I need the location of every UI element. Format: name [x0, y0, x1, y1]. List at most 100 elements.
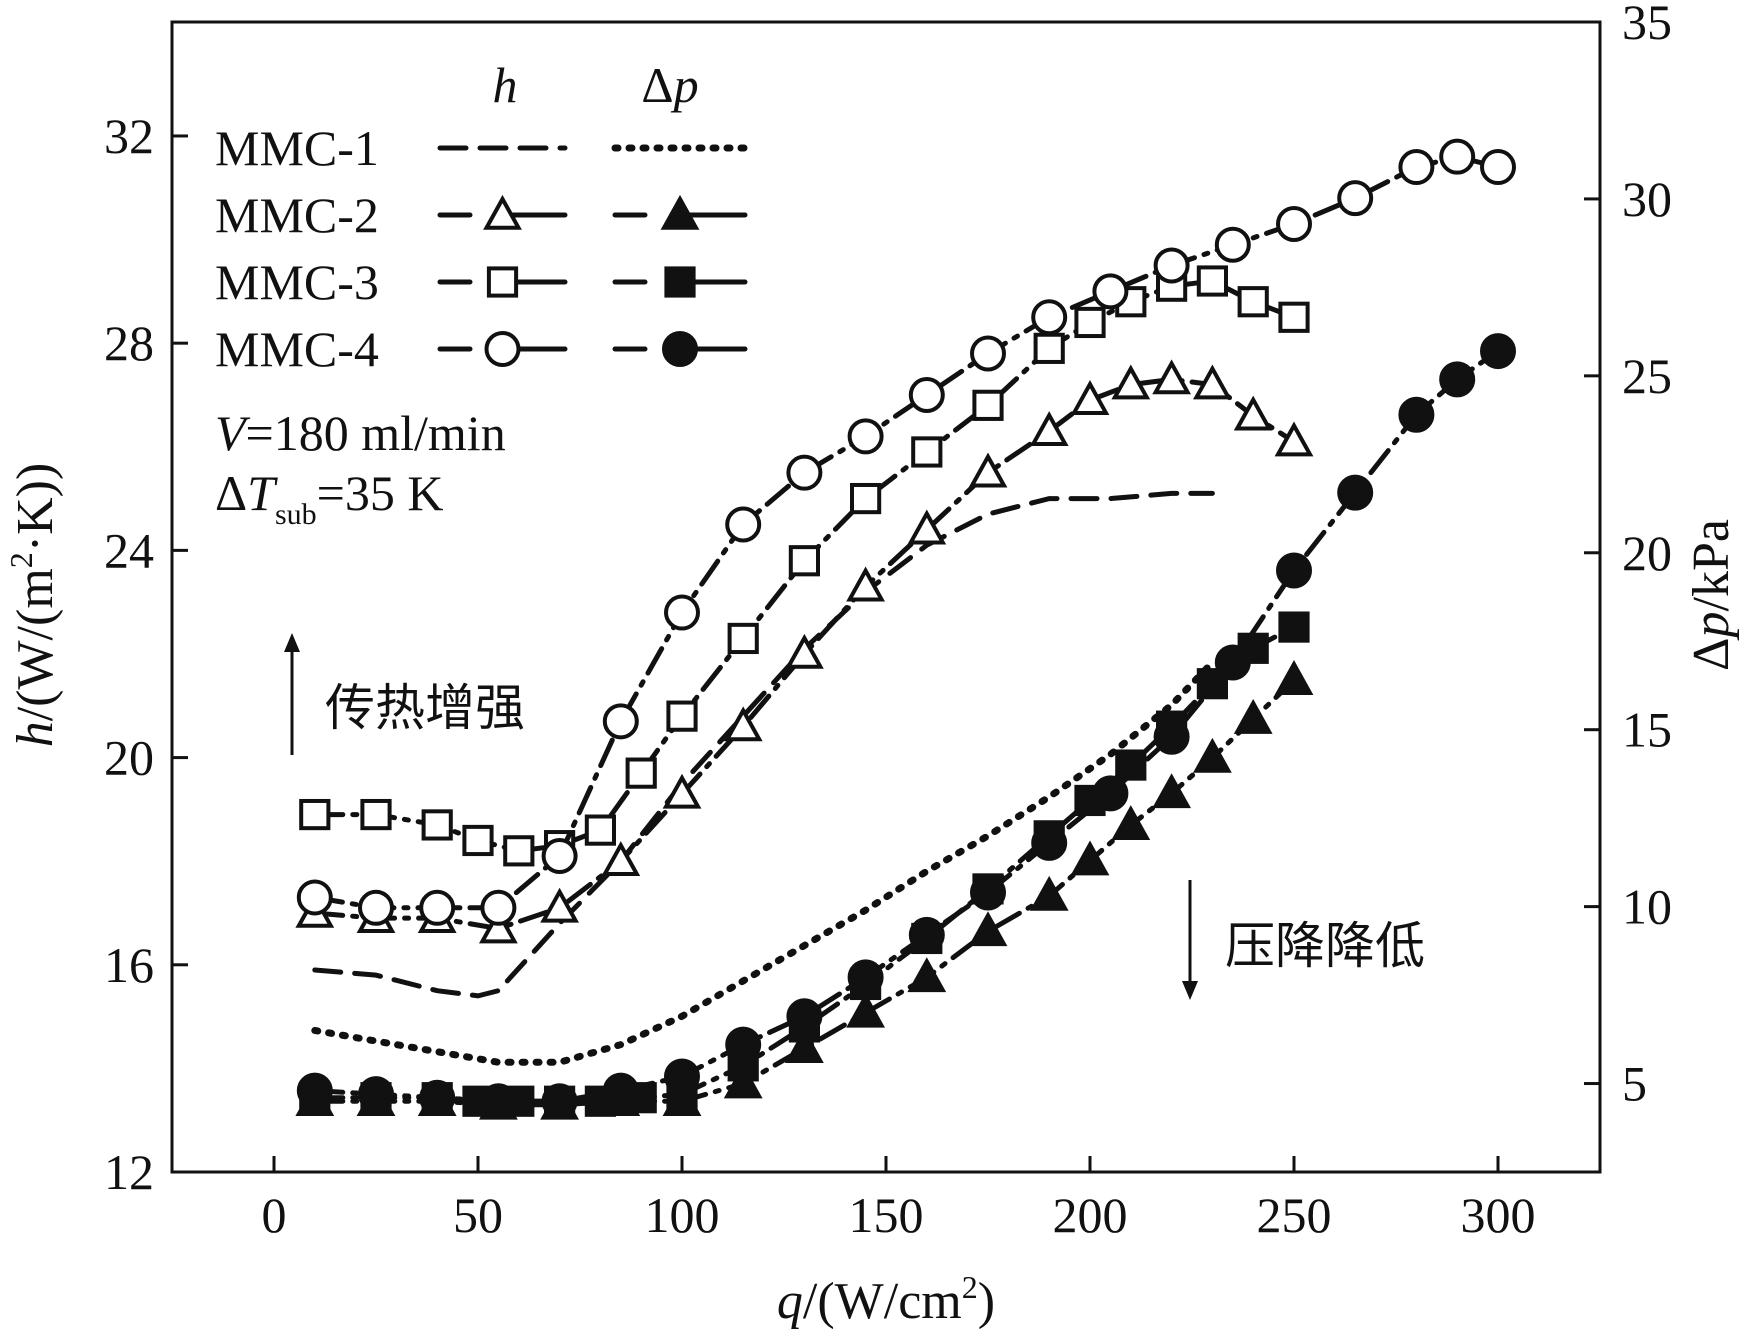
data-point [968, 452, 1008, 488]
data-point [847, 959, 884, 996]
data-point [1480, 149, 1516, 186]
legend: h Δp MMC-1 MMC-2 MMC-3 MMC-4 V=180 ml/min Δ… [215, 57, 749, 531]
data-point [972, 389, 1004, 421]
data-point [602, 1072, 639, 1109]
data-point [1074, 306, 1106, 339]
data-point [1398, 149, 1435, 186]
y-right-tick-label: 15 [1622, 702, 1672, 758]
legend-label: MMC-3 [215, 254, 379, 310]
x-tick-label: 200 [1053, 1187, 1128, 1243]
series-layer [295, 138, 1516, 1120]
y-right-tick-label: 5 [1622, 1056, 1647, 1112]
data-point [541, 838, 578, 875]
data-point [1152, 773, 1191, 809]
data-point [1233, 698, 1273, 734]
data-point [1276, 552, 1312, 589]
data-point [419, 889, 456, 926]
data-point [908, 376, 945, 413]
data-point [419, 1079, 456, 1116]
data-point [908, 916, 945, 953]
down-arrowhead-icon [1182, 981, 1198, 1000]
annotation-up-text: 传热增强 [325, 679, 525, 737]
data-point [847, 418, 884, 455]
y-right-tick-label: 10 [1622, 879, 1672, 935]
legend-header-h: h [493, 57, 518, 113]
data-point [1196, 668, 1229, 700]
data-point [723, 1063, 763, 1099]
data-point [480, 1083, 517, 1120]
data-point [723, 706, 763, 742]
x-tick-label: 100 [645, 1187, 720, 1243]
data-point [358, 1076, 394, 1113]
series-MMC-1-dp [311, 658, 1216, 1066]
data-point [968, 911, 1008, 947]
data-point [785, 633, 824, 669]
data-point [540, 887, 579, 923]
data-point [911, 436, 943, 468]
legend-row: MMC-1 [215, 120, 749, 176]
data-point [601, 841, 641, 876]
y-axis-right-title: Δp/kPa [1683, 519, 1740, 671]
data-point [725, 1026, 762, 1063]
series-MMC-1-h [312, 490, 1215, 999]
data-point [602, 703, 639, 740]
data-point [1031, 299, 1068, 336]
y-left-tick-label: 20 [104, 730, 154, 786]
data-point [1274, 660, 1314, 695]
y-left-tick-label: 28 [104, 315, 154, 371]
y-right-tick-label: 25 [1622, 348, 1672, 404]
legend-swatch-marker [483, 194, 522, 230]
data-point [662, 773, 702, 809]
data-point [1111, 364, 1151, 400]
data-point [1398, 396, 1435, 433]
series-line [311, 658, 1216, 1066]
legend-row: MMC-4 [215, 321, 748, 377]
x-tick-label: 300 [1461, 1187, 1536, 1243]
x-tick-label: 50 [453, 1187, 503, 1243]
data-point [625, 757, 657, 789]
legend-swatch-marker [662, 331, 698, 367]
series-MMC-4-dp [296, 333, 1516, 1120]
data-point [1196, 265, 1229, 297]
data-point [1337, 180, 1374, 217]
x-axis-title: q/(W/cm2) [777, 1269, 995, 1330]
data-point [462, 824, 494, 857]
y-left-tick-label: 12 [104, 1144, 154, 1200]
data-point [970, 335, 1006, 372]
data-point [664, 594, 700, 631]
data-point [1214, 226, 1251, 263]
data-point [1274, 421, 1314, 457]
data-point [727, 622, 759, 655]
annotation-heat-transfer: 传热增强 [284, 633, 525, 755]
legend-condition-subcooling: ΔTsub=35 K [215, 465, 443, 531]
data-point [664, 1058, 700, 1095]
data-point [1153, 718, 1190, 755]
data-point [1092, 775, 1129, 812]
data-point [1111, 805, 1151, 841]
y-right-tick-label: 35 [1622, 0, 1672, 50]
data-point [907, 509, 947, 545]
data-point [1278, 301, 1310, 333]
legend-header-dp: Δp [641, 57, 698, 113]
data-point [1070, 380, 1110, 415]
data-point [846, 992, 885, 1028]
data-point [1193, 364, 1232, 400]
data-point [788, 545, 820, 577]
data-point [725, 506, 762, 543]
legend-swatch-marker [484, 331, 521, 367]
data-point [1152, 359, 1191, 395]
data-point [480, 889, 517, 926]
data-point [785, 1028, 824, 1063]
legend-row: MMC-3 [215, 254, 748, 310]
y-left-tick-label: 24 [104, 522, 154, 578]
series-line [312, 490, 1215, 999]
data-point [296, 1072, 333, 1109]
data-point [1214, 644, 1251, 681]
x-tick-label: 150 [849, 1187, 924, 1243]
series-MMC-3-h [299, 265, 1310, 867]
data-point [1033, 332, 1065, 364]
x-tick-label: 250 [1257, 1187, 1332, 1243]
legend-swatch-marker [486, 266, 519, 298]
data-point [541, 1083, 578, 1120]
data-point [299, 798, 331, 831]
